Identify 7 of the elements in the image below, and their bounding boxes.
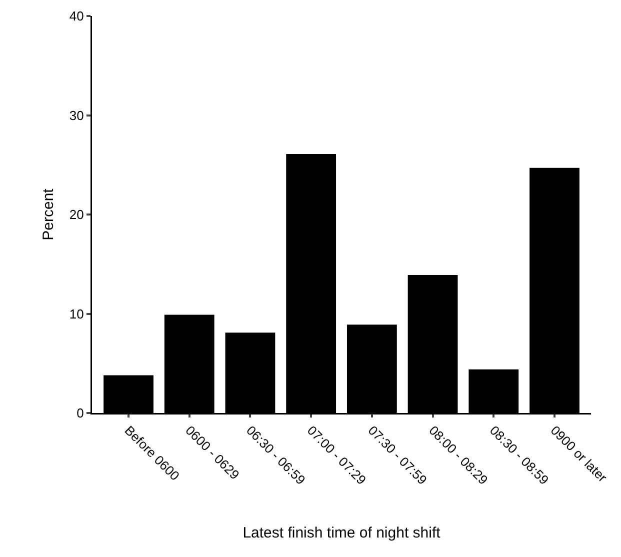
y-tick-label: 10 — [69, 306, 84, 322]
x-axis-title: Latest finish time of night shift — [242, 524, 442, 542]
y-tick-label: 20 — [69, 207, 84, 222]
y-tick-label: 0 — [76, 406, 84, 421]
y-tick-label: 30 — [69, 108, 84, 123]
y-tick-label: 40 — [69, 8, 84, 24]
y-axis-title: Percent — [40, 188, 57, 240]
